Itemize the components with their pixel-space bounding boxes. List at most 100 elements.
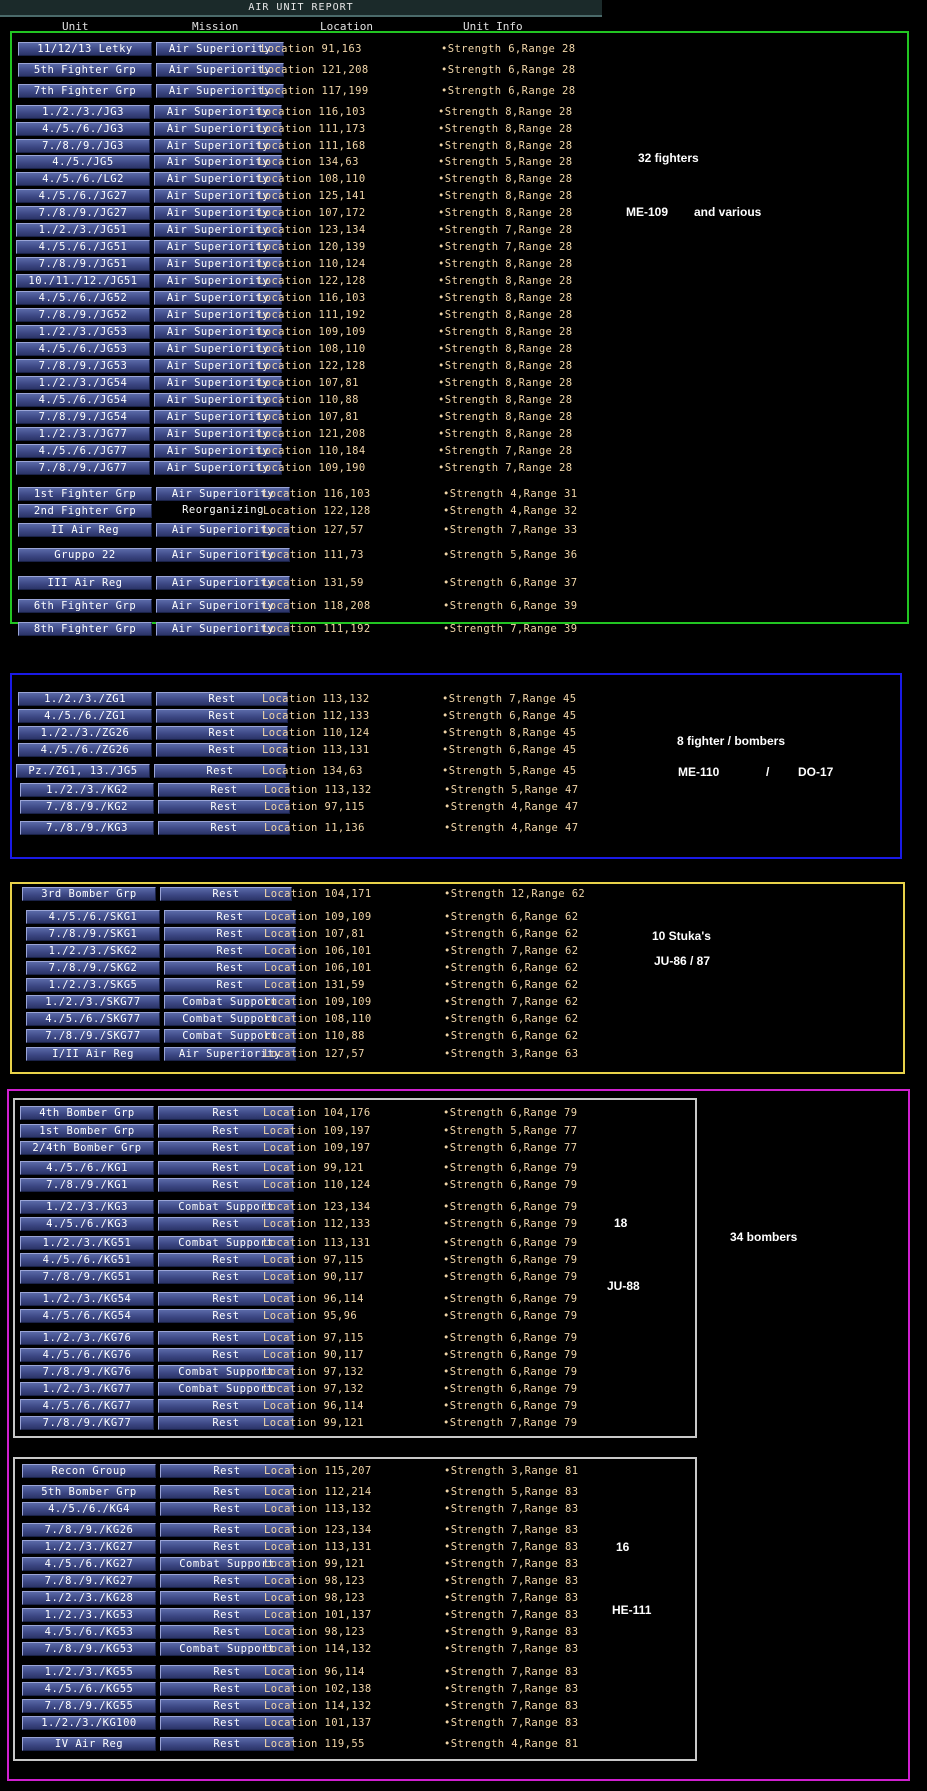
unit-button[interactable]: 4./5./6./ZG1 [18,709,152,723]
mission-button[interactable]: Rest [158,1178,294,1192]
unit-button[interactable]: 1./2./3./JG3 [16,105,150,119]
unit-button[interactable]: 1./2./3./KG27 [22,1540,156,1554]
mission-button[interactable]: Air Superiority [156,622,290,636]
mission-button[interactable]: Air Superiority [154,291,282,305]
mission-button[interactable]: Air Superiority [154,257,282,271]
mission-button[interactable]: Rest [160,1540,294,1554]
unit-button[interactable]: 7./8./9./SKG2 [26,961,160,975]
unit-button[interactable]: 4./5./6./SKG77 [26,1012,160,1026]
mission-button[interactable]: Rest [160,1485,294,1499]
mission-button[interactable]: Air Superiority [154,308,282,322]
mission-button[interactable]: Rest [158,1161,294,1175]
unit-button[interactable]: 4./5./6./JG53 [16,342,150,356]
unit-button[interactable]: 6th Fighter Grp [18,599,152,613]
unit-button[interactable]: 10./11./12./JG51 [16,274,150,288]
mission-button[interactable]: Rest [160,1716,294,1730]
unit-button[interactable]: 1./2./3./JG51 [16,223,150,237]
mission-button[interactable]: Air Superiority [154,206,282,220]
mission-button[interactable]: Air Superiority [154,172,282,186]
mission-button[interactable]: Rest [160,1591,294,1605]
unit-button[interactable]: 4./5./6./KG53 [22,1625,156,1639]
mission-button[interactable]: Combat Support [164,1012,296,1026]
mission-button[interactable]: Combat Support [158,1365,294,1379]
unit-button[interactable]: 1./2./3./KG100 [22,1716,156,1730]
mission-button[interactable]: Air Superiority [154,444,282,458]
unit-button[interactable]: I/II Air Reg [26,1047,160,1061]
unit-button[interactable]: 7./8./9./JG77 [16,461,150,475]
mission-button[interactable]: Rest [156,743,288,757]
unit-button[interactable]: 7./8./9./JG3 [16,139,150,153]
mission-button[interactable]: Air Superiority [154,359,282,373]
unit-button[interactable]: 7./8./9./JG51 [16,257,150,271]
unit-button[interactable]: 1./2./3./KG3 [20,1200,154,1214]
unit-button[interactable]: 4./5./6./KG55 [22,1682,156,1696]
unit-button[interactable]: 4./5./6./KG3 [20,1217,154,1231]
unit-button[interactable]: 1./2./3./KG54 [20,1292,154,1306]
unit-button[interactable]: 4./5./6./JG77 [16,444,150,458]
mission-button[interactable]: Rest [164,927,296,941]
unit-button[interactable]: 1./2./3./ZG1 [18,692,152,706]
unit-button[interactable]: 1st Fighter Grp [18,487,152,501]
unit-button[interactable]: 4./5./6./ZG26 [18,743,152,757]
mission-button[interactable]: Combat Support [158,1382,294,1396]
mission-button[interactable]: Air Superiority [154,240,282,254]
mission-button[interactable]: Air Superiority [154,274,282,288]
mission-button[interactable]: Rest [158,1270,294,1284]
unit-button[interactable]: IV Air Reg [22,1737,156,1751]
mission-button[interactable]: Rest [164,910,296,924]
mission-button[interactable]: Rest [160,1574,294,1588]
mission-button[interactable]: Rest [160,1682,294,1696]
mission-button[interactable]: Rest [158,1124,294,1138]
unit-button[interactable]: 1./2./3./ZG26 [18,726,152,740]
unit-button[interactable]: 1./2./3./KG53 [22,1608,156,1622]
mission-button[interactable]: Combat Support [164,995,296,1009]
mission-button[interactable]: Rest [160,887,292,901]
mission-button[interactable]: Rest [160,1737,294,1751]
mission-button[interactable]: Air Superiority [156,487,290,501]
mission-button[interactable]: Combat Support [160,1557,294,1571]
unit-button[interactable]: 7th Fighter Grp [18,84,152,98]
mission-button[interactable]: Rest [158,800,290,814]
mission-button[interactable]: Rest [164,961,296,975]
mission-button[interactable]: Rest [156,726,288,740]
mission-button[interactable]: Rest [158,1416,294,1430]
unit-button[interactable]: 1./2./3./SKG2 [26,944,160,958]
unit-button[interactable]: 4./5./6./KG76 [20,1348,154,1362]
mission-button[interactable]: Air Superiority [154,427,282,441]
mission-button[interactable]: Rest [156,709,288,723]
unit-button[interactable]: 7./8./9./JG54 [16,410,150,424]
unit-button[interactable]: 8th Fighter Grp [18,622,152,636]
mission-button[interactable]: Air Superiority [154,342,282,356]
unit-button[interactable]: 7./8./9./JG52 [16,308,150,322]
mission-button[interactable]: Rest [160,1625,294,1639]
unit-button[interactable]: 1./2./3./KG76 [20,1331,154,1345]
unit-button[interactable]: 11/12/13 Letky [18,42,152,56]
unit-button[interactable]: 7./8./9./KG51 [20,1270,154,1284]
mission-button[interactable]: Air Superiority [154,325,282,339]
mission-button[interactable]: Rest [164,978,296,992]
mission-button[interactable]: Rest [160,1699,294,1713]
unit-button[interactable]: 4./5./JG5 [16,155,150,169]
unit-button[interactable]: 4./5./6./KG54 [20,1309,154,1323]
unit-button[interactable]: 1./2./3./KG77 [20,1382,154,1396]
unit-button[interactable]: 7./8./9./KG2 [20,800,154,814]
unit-button[interactable]: 4./5./6./KG1 [20,1161,154,1175]
unit-button[interactable]: 1./2./3./SKG5 [26,978,160,992]
unit-button[interactable]: 4./5./6./KG51 [20,1253,154,1267]
mission-button[interactable]: Air Superiority [156,599,290,613]
unit-button[interactable]: 1st Bomber Grp [20,1124,154,1138]
unit-button[interactable]: 1./2./3./KG55 [22,1665,156,1679]
unit-button[interactable]: 4./5./6./SKG1 [26,910,160,924]
unit-button[interactable]: 1./2./3./KG2 [20,783,154,797]
unit-button[interactable]: 1./2./3./JG54 [16,376,150,390]
unit-button[interactable]: 7./8./9./JG27 [16,206,150,220]
unit-button[interactable]: 4./5./6./KG27 [22,1557,156,1571]
mission-button[interactable]: Rest [158,1331,294,1345]
unit-button[interactable]: Recon Group [22,1464,156,1478]
mission-button[interactable]: Rest [160,1502,294,1516]
mission-button[interactable]: Combat Support [158,1236,294,1250]
unit-button[interactable]: 4./5./6./JG3 [16,122,150,136]
unit-button[interactable]: 5th Fighter Grp [18,63,152,77]
mission-button[interactable]: Rest [158,1253,294,1267]
mission-button[interactable]: Air Superiority [156,548,290,562]
